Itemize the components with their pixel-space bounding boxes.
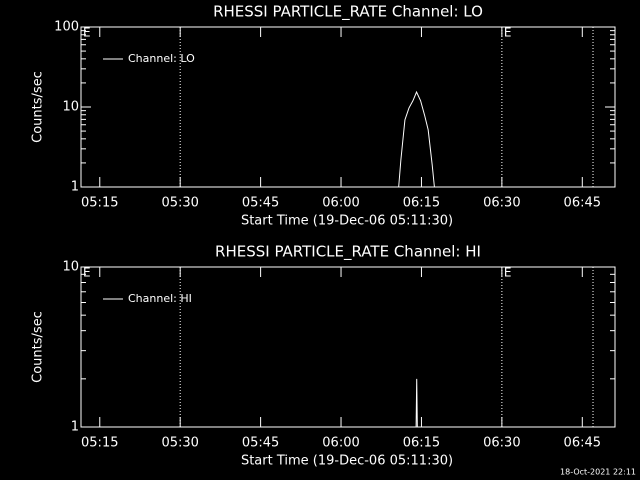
x-tick-label: 06:30 xyxy=(483,196,520,211)
legend-label: Channel: HI xyxy=(128,292,192,305)
footer: 18-Oct-2021 22:11 xyxy=(560,468,636,477)
x-tick-label: 06:00 xyxy=(322,196,359,211)
annotation: E xyxy=(504,266,512,280)
data-line xyxy=(398,90,435,188)
y-tick-label: 10 xyxy=(62,260,79,275)
chart-title: RHESSI PARTICLE_RATE Channel: HI xyxy=(215,243,481,262)
x-tick-label: 06:15 xyxy=(403,436,440,451)
x-axis-label: Start Time (19-Dec-06 05:11:30) xyxy=(241,454,453,469)
x-tick-label: 06:30 xyxy=(483,436,520,451)
y-tick-label: 1 xyxy=(71,420,79,435)
y-tick-label: 1 xyxy=(71,180,79,195)
annotation: E xyxy=(83,26,91,40)
x-axis-label: Start Time (19-Dec-06 05:11:30) xyxy=(241,214,453,229)
y-axis-label: Counts/sec xyxy=(31,311,46,383)
plot-frame xyxy=(80,26,616,188)
x-tick-label: 06:00 xyxy=(322,436,359,451)
x-tick-label: 05:45 xyxy=(242,436,279,451)
x-tick-label: 05:30 xyxy=(161,196,198,211)
legend-label: Channel: LO xyxy=(128,52,195,65)
x-tick-label: 05:15 xyxy=(81,436,118,451)
y-tick-label: 100 xyxy=(54,20,79,35)
y-axis-label: Counts/sec xyxy=(31,71,46,143)
x-tick-label: 05:45 xyxy=(242,196,279,211)
chart-title: RHESSI PARTICLE_RATE Channel: LO xyxy=(213,3,483,22)
annotation: E xyxy=(83,266,91,280)
x-tick-label: 06:45 xyxy=(564,196,601,211)
x-tick-label: 06:15 xyxy=(403,196,440,211)
data-line xyxy=(415,378,418,428)
x-tick-label: 06:45 xyxy=(564,436,601,451)
x-tick-label: 05:30 xyxy=(161,436,198,451)
plot-frame xyxy=(80,266,616,428)
x-tick-label: 05:15 xyxy=(81,196,118,211)
y-tick-label: 10 xyxy=(62,100,79,115)
annotation: E xyxy=(504,26,512,40)
